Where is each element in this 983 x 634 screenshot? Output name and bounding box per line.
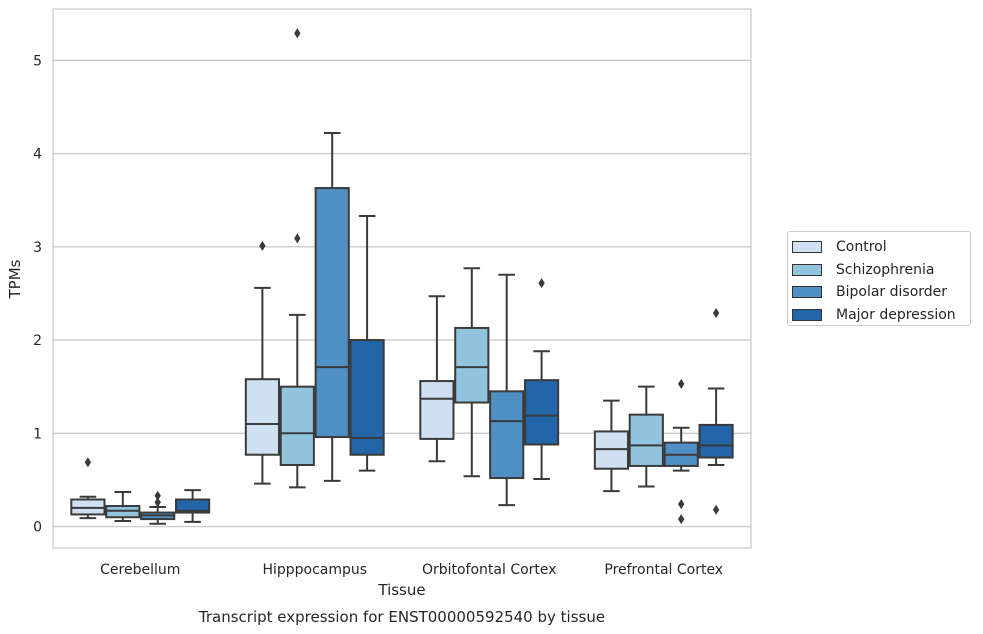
legend-label: Major depression (836, 306, 956, 323)
box-3-3 (698, 308, 734, 515)
box-1-1 (279, 28, 315, 489)
iqr-box (419, 380, 455, 440)
plot-area-frame (52, 8, 752, 549)
outlier-point (538, 278, 545, 289)
box-0-1 (105, 491, 141, 522)
iqr-box (489, 390, 525, 480)
box-0-3 (175, 489, 211, 523)
box-2-3 (524, 278, 560, 480)
outlier-point (154, 497, 161, 508)
legend-swatch (792, 308, 822, 321)
x-tick-label: Hipppocampus (262, 562, 367, 578)
box-2-0 (419, 295, 455, 463)
box-0-0 (70, 457, 106, 520)
legend: Control Schizophrenia Bipolar disorder Majo… (787, 231, 971, 326)
legend-swatch (792, 286, 822, 299)
y-tick-label: 0 (33, 520, 42, 536)
x-tick-labels: Cerebellum Hipppocampus Orbitofontal Corte… (100, 562, 723, 578)
y-tick-label: 1 (33, 426, 42, 442)
iqr-box (349, 339, 385, 456)
box-1-0 (244, 240, 280, 485)
legend-swatch (792, 263, 822, 276)
y-tick-label: 2 (33, 333, 42, 349)
y-tick-label: 4 (33, 147, 42, 163)
chart-title: Transcript expression for ENST0000059254… (198, 608, 605, 626)
outlier-point (84, 457, 92, 468)
iqr-box (698, 423, 734, 459)
box-2-2 (489, 273, 525, 507)
box-1-2 (314, 132, 350, 482)
iqr-box (175, 498, 211, 514)
outlier-point (294, 28, 301, 39)
iqr-box (279, 385, 315, 467)
iqr-box (314, 187, 350, 439)
box-1-3 (349, 215, 385, 472)
y-tick-label: 5 (33, 53, 42, 69)
iqr-box (524, 379, 560, 446)
outlier-point (678, 514, 685, 525)
box-2-1 (454, 267, 490, 478)
legend-item: Bipolar disorder (788, 281, 970, 304)
outlier-point (712, 308, 720, 319)
outlier-point (294, 233, 301, 244)
outlier-point (678, 499, 685, 510)
legend-label: Bipolar disorder (836, 284, 948, 301)
box-3-2 (663, 378, 699, 525)
box-3-0 (593, 399, 629, 493)
y-tick-labels: 0 1 2 3 4 5 (33, 53, 42, 535)
outlier-point (712, 504, 720, 515)
box-3-1 (628, 385, 664, 488)
legend-label: Control (836, 239, 887, 256)
legend-item: Major depression (788, 304, 970, 327)
outlier-point (678, 378, 685, 389)
x-tick-label: Orbitofontal Cortex (422, 562, 557, 578)
iqr-box (454, 326, 490, 404)
iqr-box (244, 378, 280, 456)
x-tick-label: Prefrontal Cortex (604, 562, 723, 578)
legend-item: Control (788, 236, 970, 259)
box-series (70, 28, 734, 525)
x-axis-label: Tissue (377, 581, 425, 599)
outlier-point (154, 490, 161, 501)
x-tick-label: Cerebellum (100, 562, 180, 578)
outlier-point (259, 240, 266, 251)
legend-label: Schizophrenia (836, 261, 935, 278)
y-tick-label: 3 (33, 240, 42, 256)
iqr-box (628, 413, 664, 467)
legend-swatch (792, 241, 822, 254)
legend-item: Schizophrenia (788, 259, 970, 282)
y-axis-label: TPMs (6, 259, 24, 299)
box-0-2 (140, 490, 176, 525)
y-gridlines (53, 59, 751, 528)
